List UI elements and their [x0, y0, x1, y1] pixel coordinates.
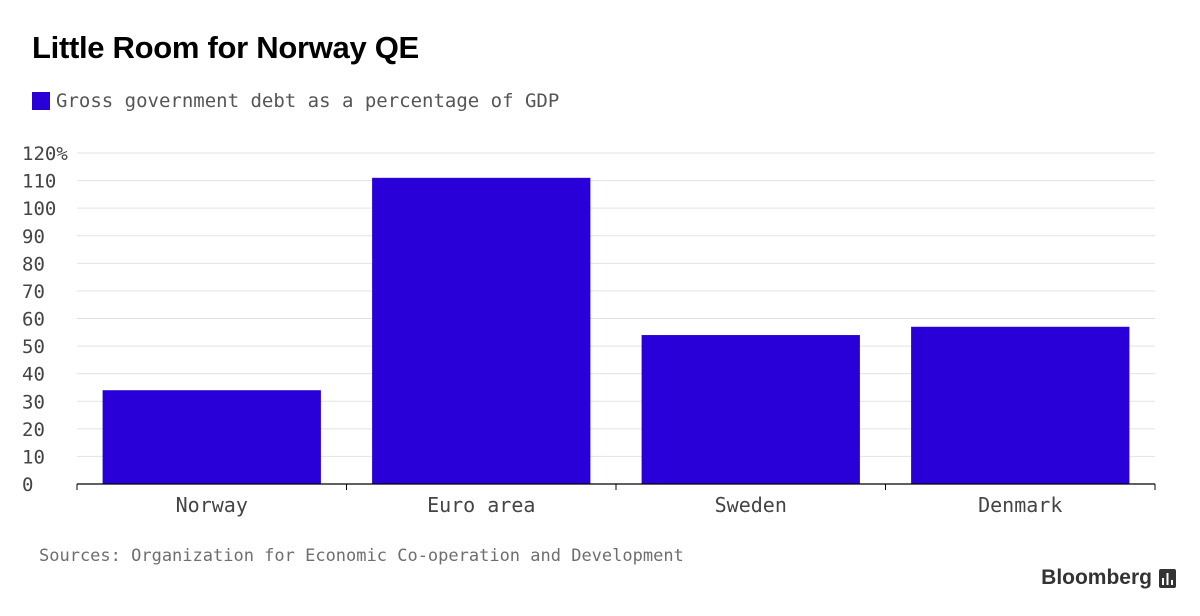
y-axis-ticks: 0 10 20 30 40 50 60 70 80 90 100 110 120% — [22, 143, 68, 496]
y-tick-label: 80 — [22, 253, 45, 275]
legend-swatch — [32, 92, 50, 110]
source-note: Sources: Organization for Economic Co-op… — [39, 546, 684, 566]
y-tick-label: 120% — [22, 143, 68, 165]
bar-norway — [102, 390, 321, 484]
x-tick-label: Euro area — [427, 493, 535, 517]
x-tick-label: Norway — [176, 493, 248, 517]
y-tick-label: 10 — [22, 446, 45, 468]
x-axis-ticks: Norway Euro area Sweden Denmark — [76, 484, 1156, 517]
y-tick-label: 90 — [22, 226, 45, 248]
bar-denmark — [911, 326, 1130, 484]
legend: Gross government debt as a percentage of… — [32, 90, 559, 112]
legend-label: Gross government debt as a percentage of… — [56, 90, 560, 112]
brand: Bloomberg — [1041, 566, 1176, 590]
y-tick-label: 40 — [22, 364, 45, 386]
y-tick-label: 30 — [22, 391, 45, 413]
brand-logo-text: Bloomberg — [1041, 566, 1152, 589]
y-tick-label: 110 — [22, 171, 56, 193]
y-tick-label: 100 — [22, 198, 56, 220]
y-tick-label: 70 — [22, 281, 45, 303]
x-tick-label: Sweden — [715, 493, 787, 517]
bars — [102, 177, 1130, 484]
bloomberg-chart-icon — [1159, 568, 1176, 588]
y-tick-label: 0 — [22, 474, 33, 496]
chart-title: Little Room for Norway QE — [32, 30, 419, 65]
bar-sweden — [641, 335, 860, 484]
y-tick-label: 60 — [22, 309, 45, 331]
y-tick-label: 50 — [22, 336, 45, 358]
y-tick-label: 20 — [22, 419, 45, 441]
bar-euro-area — [372, 177, 591, 484]
x-tick-label: Denmark — [978, 493, 1062, 517]
